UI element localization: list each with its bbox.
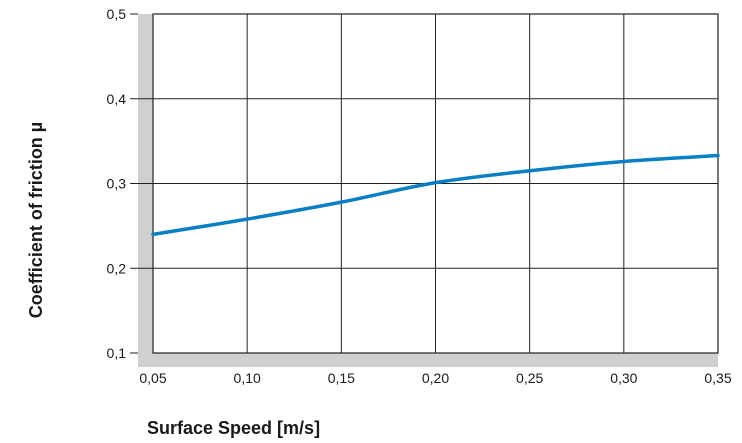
grid-lines	[130, 13, 718, 354]
x-tick-label: 0,05	[139, 370, 166, 386]
y-tick-label: 0,5	[107, 6, 127, 22]
x-tick-label: 0,35	[704, 370, 731, 386]
y-tick-labels: 0,1 0,2 0,3 0,4 0,5	[107, 6, 127, 361]
plot-frame	[152, 13, 719, 354]
y-tick-label: 0,3	[107, 176, 127, 192]
x-tick-label: 0,10	[234, 370, 261, 386]
y-tick-label: 0,2	[107, 260, 127, 276]
x-tick-labels: 0,05 0,10 0,15 0,20 0,25 0,30 0,35	[139, 370, 731, 386]
x-tick-label: 0,30	[610, 370, 637, 386]
series-line	[151, 153, 720, 237]
x-tick-label: 0,25	[516, 370, 543, 386]
x-axis-band	[138, 353, 718, 367]
x-tick-label: 0,20	[422, 370, 449, 386]
x-axis-title: Surface Speed [m/s]	[147, 418, 320, 438]
y-axis-band	[138, 14, 153, 367]
y-axis-title: Coefficient of friction µ	[26, 122, 46, 318]
y-tick-label: 0,1	[107, 345, 127, 361]
x-tick-label: 0,15	[328, 370, 355, 386]
y-tick-label: 0,4	[107, 91, 127, 107]
